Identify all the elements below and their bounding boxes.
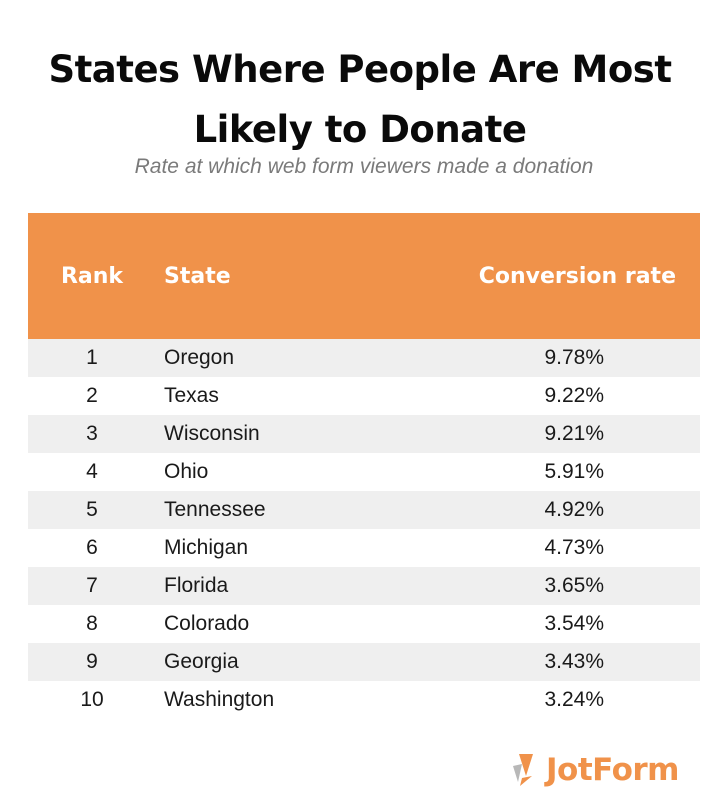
state-cell: Washington <box>164 688 275 711</box>
conversion-rate-cell: 9.78% <box>544 346 604 369</box>
jotform-logo: JotForm <box>510 748 679 792</box>
rank-cell: 1 <box>86 346 98 369</box>
state-cell: Ohio <box>164 460 209 483</box>
rank-cell: 4 <box>86 460 98 483</box>
state-cell: Georgia <box>164 650 239 673</box>
state-cell: Wisconsin <box>164 422 260 445</box>
state-cell: Colorado <box>164 612 250 635</box>
rank-cell: 9 <box>86 650 98 673</box>
column-header-rank: Rank <box>60 263 124 289</box>
conversion-rate-cell: 4.73% <box>544 536 604 559</box>
conversion-rate-cell: 9.21% <box>544 422 604 445</box>
table-row: 10 Washington 3.24% <box>28 681 700 719</box>
brand-name: JotForm <box>546 752 679 788</box>
table-row: 6 Michigan 4.73% <box>28 529 700 567</box>
table-row: 4 Ohio 5.91% <box>28 453 700 491</box>
conversion-rate-cell: 3.43% <box>544 650 604 673</box>
conversion-rate-table: Rank State Conversion rate 1 Oregon 9.78% 2… <box>28 213 700 719</box>
rank-cell: 7 <box>86 574 98 597</box>
rank-cell: 10 <box>80 688 104 711</box>
state-cell: Michigan <box>164 536 249 559</box>
table-row: 8 Colorado 3.54% <box>28 605 700 643</box>
table-header-row: Rank State Conversion rate <box>28 213 700 339</box>
rank-cell: 8 <box>86 612 98 635</box>
table-header: Rank State Conversion rate <box>28 213 700 339</box>
pencil-icon <box>513 754 533 786</box>
table-row: 9 Georgia 3.43% <box>28 643 700 681</box>
rank-cell: 2 <box>86 384 98 407</box>
chart-title: States Where People Are Most Likely to D… <box>48 48 672 151</box>
conversion-rate-cell: 3.65% <box>544 574 604 597</box>
table-row: 5 Tennessee 4.92% <box>28 491 700 529</box>
chart-subtitle: Rate at which web form viewers made a do… <box>134 155 594 178</box>
conversion-rate-cell: 9.22% <box>544 384 604 407</box>
state-cell: Oregon <box>164 346 235 369</box>
table-row: 7 Florida 3.65% <box>28 567 700 605</box>
conversion-rate-cell: 5.91% <box>544 460 604 483</box>
rank-cell: 3 <box>86 422 98 445</box>
conversion-rate-cell: 4.92% <box>544 498 604 521</box>
table-row: 3 Wisconsin 9.21% <box>28 415 700 453</box>
table-body: 1 Oregon 9.78% 2 Texas 9.22% 3 Wisconsin 9.21% 4 O… <box>28 339 700 719</box>
rank-cell: 5 <box>86 498 98 521</box>
column-header-conversion-rate: Conversion rate <box>478 263 676 289</box>
table-row: 1 Oregon 9.78% <box>28 339 700 377</box>
rank-cell: 6 <box>86 536 98 559</box>
column-header-state: State <box>164 263 231 289</box>
state-cell: Florida <box>164 574 229 597</box>
conversion-rate-cell: 3.54% <box>544 612 604 635</box>
state-cell: Tennessee <box>164 498 266 521</box>
data-table-container: Rank State Conversion rate 1 Oregon 9.78% 2… <box>28 213 700 719</box>
conversion-rate-cell: 3.24% <box>544 688 604 711</box>
state-cell: Texas <box>164 384 219 407</box>
table-row: 2 Texas 9.22% <box>28 377 700 415</box>
